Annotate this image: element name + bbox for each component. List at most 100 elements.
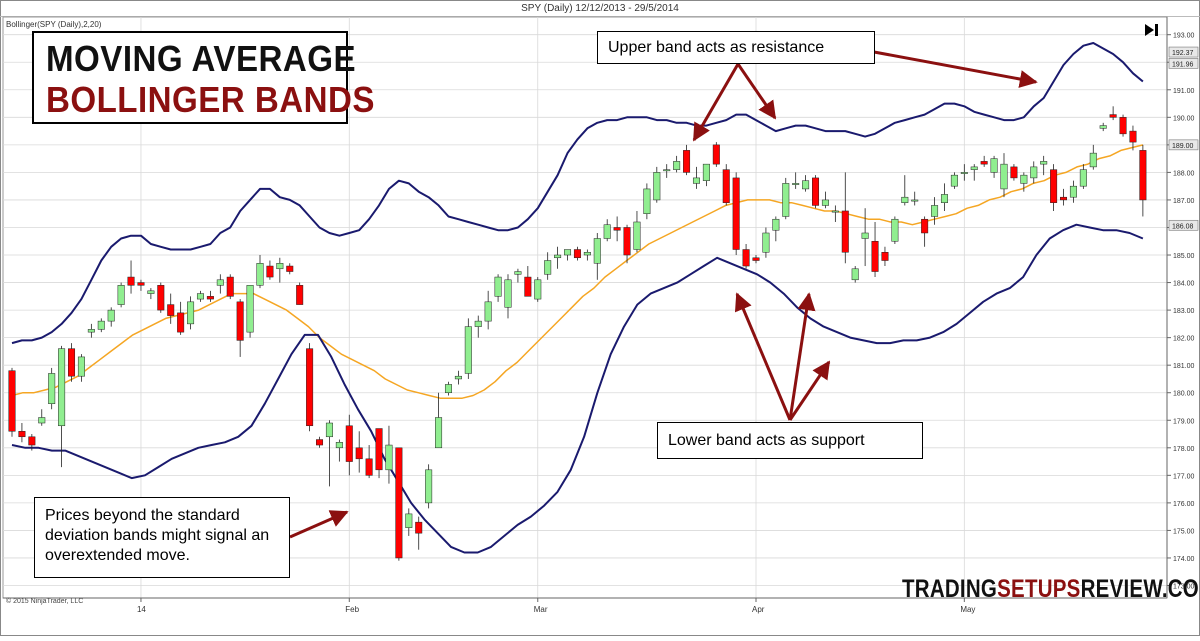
candle-body [1079,169,1087,187]
candle-body [1000,163,1008,190]
y-tick-label: 190.00 [1173,115,1195,122]
candle-body [851,268,859,281]
price-label-box [1168,46,1199,58]
candle-body [226,276,234,297]
candle-body [504,279,512,308]
candle-body [653,172,661,201]
candle-body [345,425,353,462]
annotation-overextended: Prices beyond the standard deviation ban… [34,497,290,578]
candle-body [187,301,195,325]
brand-part-2: SETUPS [997,575,1081,603]
annotation-lower-band: Lower band acts as support [657,422,923,459]
candle-body [77,356,85,377]
x-tick-label: 14 [137,605,146,614]
price-label-text: 189.00 [1172,143,1194,150]
candle-body [921,218,929,234]
candle-body [167,304,175,316]
arrow-overextended [289,510,349,539]
brand-logo: TRADINGSETUPSREVIEW.COM [902,575,1200,604]
candle-body [1010,166,1018,179]
arrow-upper-middle [736,63,777,120]
candle-body [28,436,36,446]
candle-body [702,163,710,181]
y-tick-label: 179.00 [1173,418,1195,425]
y-tick-label: 183.00 [1173,308,1195,315]
candle-body [633,221,641,250]
candle-body [603,224,611,239]
title-box: MOVING AVERAGE BOLLINGER BANDS [32,31,374,124]
y-tick-label: 177.00 [1173,473,1195,480]
candle-body [444,384,452,393]
title-line-1: MOVING AVERAGE [46,38,357,79]
candle-body [1020,174,1028,184]
arrow-lower-middle [788,292,816,421]
candle-body [97,320,105,330]
candle-body [1129,130,1137,143]
candle-body [544,260,552,275]
candle-body [316,439,324,446]
candle-body [762,232,770,253]
candle-body [375,428,383,471]
y-tick-label: 173.00 [1173,584,1195,591]
candle-body [692,177,700,184]
candle-body [514,271,522,275]
arrow-upper-right [873,50,1038,88]
y-tick-label: 188.00 [1173,170,1195,177]
candle-body [474,320,482,327]
lower-band-line [11,223,1144,554]
brand-part-1: TRADING [902,575,998,603]
candle-body [950,174,958,187]
candle-body [583,252,591,256]
candle-body [970,166,978,170]
price-label-box [1168,139,1199,151]
y-tick-label: 184.00 [1173,281,1195,288]
candle-body [960,172,968,174]
candle-body [881,252,889,261]
candle-body [901,196,909,203]
x-tick-label: Apr [752,605,765,614]
candle-body [306,348,314,427]
candle-body [405,513,413,528]
candle-body [494,276,502,297]
candle-body [335,442,343,449]
candle-body [663,169,671,172]
candle-body [573,249,581,259]
scroll-to-end-icon[interactable] [1144,23,1160,37]
candle-body [385,444,393,471]
price-label-text: 192.37 [1172,50,1194,57]
candle-body [256,263,264,286]
candle-body [266,265,274,278]
candle-body [1119,117,1127,135]
candle-body [623,227,631,256]
candle-body [871,241,879,272]
candle-body [613,227,621,231]
candle-body [1060,196,1068,201]
candle-body [38,417,46,424]
candle-body [464,326,472,374]
candle-body [931,205,939,217]
candle-body [107,309,115,322]
candle-body [365,458,373,476]
candle-body [355,447,363,460]
arrow-lower-right [788,360,831,421]
candle-body [137,282,145,286]
title-line-2: BOLLINGER BANDS [46,79,375,120]
middle-band-line [11,144,1144,399]
candle-body [980,161,988,165]
candle-body [593,238,601,264]
candle-body [18,431,26,438]
candle-body [831,210,839,213]
candle-body [117,285,125,305]
y-tick-label: 174.00 [1173,556,1195,563]
candle-body [8,370,16,432]
indicator-label: Bollinger(SPY (Daily),2,20) [6,20,102,29]
candle-body [1050,169,1058,203]
candle-body [1040,161,1048,165]
candle-body [1069,185,1077,198]
price-label-box [1168,219,1199,231]
candle-body [435,417,443,449]
candle-body [196,293,204,300]
candle-body [286,265,294,272]
candle-body [712,144,720,165]
candle-body [127,276,135,286]
